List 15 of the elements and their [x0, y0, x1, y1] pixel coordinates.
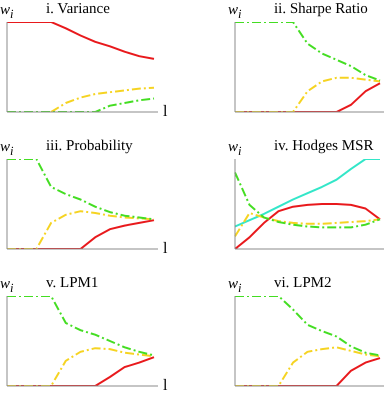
y-axis-title: w$_{i}$ [228, 139, 242, 159]
y-axis-title: w$_{i}$ [0, 276, 14, 296]
y-axis-title: w$_{i}$ [228, 276, 242, 296]
y-axis-title: w$_{i}$ [0, 2, 14, 22]
chart-title: iii. Probability [46, 138, 133, 154]
chart-title: vi. LPM2 [274, 275, 332, 291]
chart-title: ii. Sharpe Ratio [274, 1, 368, 17]
x-axis-title: l [163, 377, 168, 394]
chart-title: v. LPM1 [46, 275, 98, 291]
y-axis-title: w$_{i}$ [228, 2, 242, 22]
x-axis-title: l [163, 103, 168, 120]
x-axis-title: l [163, 240, 168, 257]
chart-title: i. Variance [46, 1, 110, 17]
y-axis-title: w$_{i}$ [0, 139, 14, 159]
chart-title: iv. Hodges MSR [274, 138, 374, 154]
